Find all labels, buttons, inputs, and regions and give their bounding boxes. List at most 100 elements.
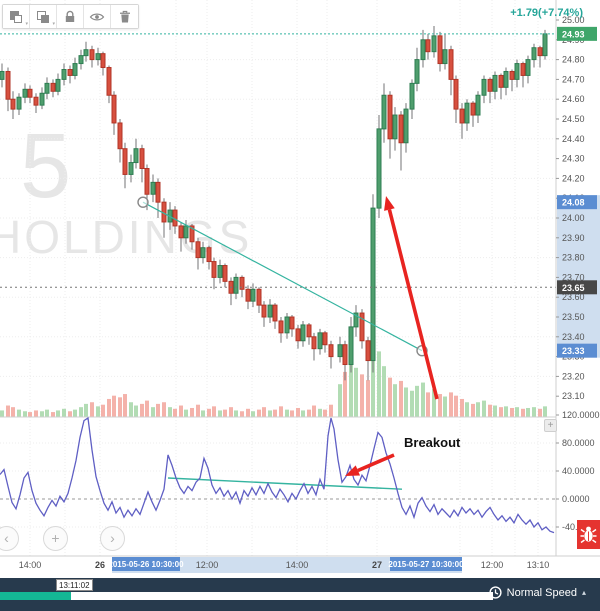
volume-bar <box>207 408 211 417</box>
hide-drawing-button[interactable] <box>84 5 111 28</box>
price-tick-label: 24.40 <box>562 134 585 144</box>
time-axis[interactable]: 14:00 26 12:00 14:00 27 12:00 13:10 2015-05-26 … <box>0 555 600 573</box>
candle-body <box>403 108 409 144</box>
time-axis-highlight <box>112 557 462 573</box>
zoom-in-button[interactable]: + <box>43 526 68 551</box>
candle-body <box>453 78 459 110</box>
candle-body <box>106 67 112 96</box>
price-tick-label: 24.80 <box>562 55 585 65</box>
candle-body <box>311 336 317 350</box>
volume-bar <box>145 400 149 417</box>
candle-body <box>55 78 61 92</box>
pane-plus-button[interactable]: + <box>544 419 557 432</box>
volume-bar <box>79 407 83 417</box>
candle-body <box>487 78 493 92</box>
candle-body <box>295 328 301 342</box>
volume-bar <box>240 411 244 417</box>
candle-body <box>72 63 78 76</box>
volume-bar <box>56 410 60 417</box>
candle-body <box>342 344 348 366</box>
breakout-arrow-main[interactable] <box>384 196 439 400</box>
oscillator-tick-label: 0.0000 <box>562 494 590 504</box>
volume-bar <box>349 359 353 417</box>
volume-bar <box>62 408 66 417</box>
candle-body <box>322 332 328 346</box>
volume-bar <box>229 407 233 417</box>
price-tick-label: 23.70 <box>562 272 585 282</box>
clone-drawing-button[interactable]: ▾ <box>3 5 30 28</box>
price-tick-label: 25.00 <box>562 15 585 25</box>
volume-bar <box>329 404 333 417</box>
candle-body <box>195 241 201 259</box>
replay-time-tooltip: 13:11:02 <box>56 579 93 591</box>
candle-body <box>464 102 470 124</box>
candle-body <box>470 102 476 116</box>
bug-extension-badge[interactable] <box>577 520 600 549</box>
candle-body <box>387 94 393 140</box>
candle-body <box>206 247 212 263</box>
delete-drawing-button[interactable] <box>111 5 138 28</box>
price-tick-label: 23.80 <box>562 253 585 263</box>
replay-speed-dropdown[interactable]: Normal Speed ▴ <box>489 586 586 599</box>
copy-drawing-button[interactable]: ▾ <box>30 5 57 28</box>
price-tick-label: 24.20 <box>562 173 585 183</box>
candle-body <box>33 96 39 106</box>
volume-bar <box>118 397 122 417</box>
volume-bar <box>268 410 272 417</box>
candle-body <box>531 47 537 61</box>
volume-bar <box>318 408 322 417</box>
volume-bar <box>449 392 453 417</box>
candle-body <box>5 70 11 100</box>
volume-bar <box>301 410 305 417</box>
candle-body <box>267 304 273 318</box>
candle-body <box>425 39 431 53</box>
candle-body <box>189 225 195 243</box>
breakout-arrow-oscillator[interactable] <box>345 453 395 476</box>
price-badge-bg <box>557 26 597 41</box>
candle-body <box>328 344 334 358</box>
candle-body <box>0 70 5 80</box>
volume-bar <box>471 403 475 417</box>
trendline[interactable] <box>142 201 423 352</box>
candle-body <box>233 276 239 294</box>
candle-body <box>183 225 189 239</box>
trendline-handle-start[interactable] <box>137 196 149 208</box>
price-axis-badge: 24.93 <box>557 26 597 41</box>
candle-body <box>27 88 33 98</box>
candle-body <box>10 98 16 110</box>
volume-bar <box>354 367 358 417</box>
candle-body <box>39 92 45 106</box>
candle-body <box>520 63 526 76</box>
candle-body <box>503 70 509 88</box>
time-tick-label: 12:00 <box>196 560 219 570</box>
volume-bar <box>415 385 419 417</box>
volume-bar <box>151 407 155 417</box>
lock-drawing-button[interactable] <box>57 5 84 28</box>
candle-body <box>353 312 359 328</box>
candle-body <box>217 265 223 278</box>
scroll-left-button[interactable]: ‹ <box>0 526 19 551</box>
price-tick-label: 23.20 <box>562 371 585 381</box>
volume-bar <box>426 392 430 417</box>
oscillator-trendline[interactable] <box>167 477 403 490</box>
volume-bar <box>190 407 194 417</box>
price-axis[interactable]: 25.0024.9024.8024.7024.6024.5024.4024.30… <box>555 0 600 573</box>
time-axis-badge: 2015-05-26 10:30:00 <box>108 557 184 571</box>
candle-body <box>250 288 256 302</box>
volume-bar <box>493 405 497 417</box>
volume-bar <box>404 387 408 417</box>
volume-bar <box>107 398 111 417</box>
replay-progress-track[interactable] <box>0 592 493 600</box>
volume-bar <box>84 403 88 417</box>
candle-body <box>376 128 382 209</box>
caret-down-icon: ▾ <box>52 21 55 27</box>
volume-bar <box>34 410 38 417</box>
chart-canvas[interactable]: Breakout 25.0024.9024.8024.7024.6024.5024… <box>0 0 600 573</box>
scroll-right-button[interactable]: › <box>100 526 125 551</box>
breakout-annotation-text[interactable]: Breakout <box>404 435 461 450</box>
candle-body <box>67 69 73 76</box>
volume-bar <box>101 404 105 417</box>
volume-bar <box>173 408 177 417</box>
candlesticks[interactable] <box>0 25 548 381</box>
